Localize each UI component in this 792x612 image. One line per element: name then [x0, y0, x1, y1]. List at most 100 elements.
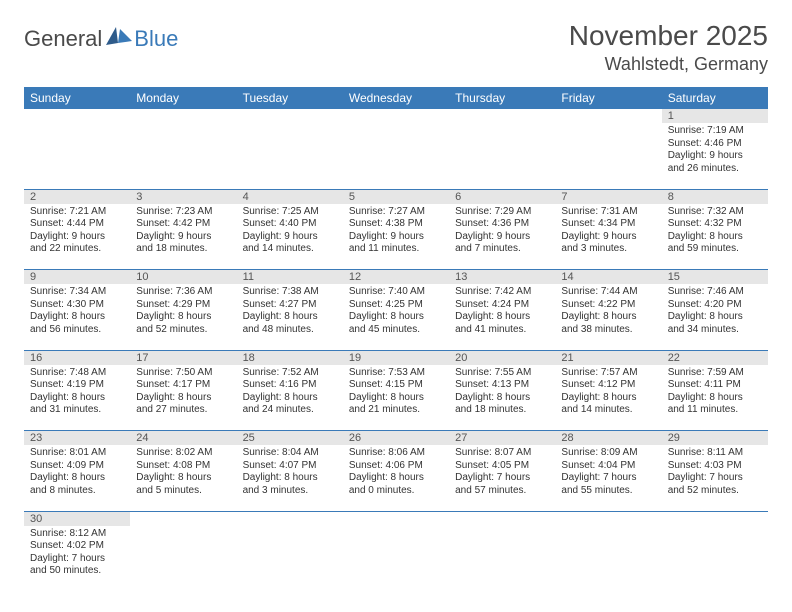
day-number: 21	[555, 350, 661, 365]
day-cell: Sunrise: 7:38 AMSunset: 4:27 PMDaylight:…	[237, 284, 343, 350]
day-info-row: Sunrise: 7:19 AMSunset: 4:46 PMDaylight:…	[24, 123, 768, 189]
day2-line: and 57 minutes.	[455, 485, 549, 498]
day-number: 19	[343, 350, 449, 365]
day-number	[130, 511, 236, 526]
day-number	[237, 511, 343, 526]
day-number: 27	[449, 431, 555, 446]
day-number	[237, 109, 343, 123]
day1-line: Daylight: 8 hours	[455, 392, 549, 405]
day1-line: Daylight: 9 hours	[668, 150, 762, 163]
day-number: 12	[343, 270, 449, 285]
day2-line: and 45 minutes.	[349, 324, 443, 337]
day1-line: Daylight: 8 hours	[561, 311, 655, 324]
rise-line: Sunrise: 7:59 AM	[668, 367, 762, 380]
set-line: Sunset: 4:22 PM	[561, 299, 655, 312]
day-number: 16	[24, 350, 130, 365]
day-cell	[237, 123, 343, 189]
day-number: 17	[130, 350, 236, 365]
day2-line: and 18 minutes.	[136, 243, 230, 256]
day-cell	[343, 123, 449, 189]
day-cell: Sunrise: 8:07 AMSunset: 4:05 PMDaylight:…	[449, 445, 555, 511]
day2-line: and 50 minutes.	[30, 565, 124, 578]
day-info-row: Sunrise: 7:48 AMSunset: 4:19 PMDaylight:…	[24, 365, 768, 431]
day-cell: Sunrise: 7:53 AMSunset: 4:15 PMDaylight:…	[343, 365, 449, 431]
day1-line: Daylight: 8 hours	[349, 311, 443, 324]
rise-line: Sunrise: 7:36 AM	[136, 286, 230, 299]
day1-line: Daylight: 8 hours	[668, 392, 762, 405]
day1-line: Daylight: 8 hours	[136, 311, 230, 324]
day1-line: Daylight: 9 hours	[349, 231, 443, 244]
day2-line: and 48 minutes.	[243, 324, 337, 337]
day-info-row: Sunrise: 8:01 AMSunset: 4:09 PMDaylight:…	[24, 445, 768, 511]
day-number-row: 23242526272829	[24, 431, 768, 446]
set-line: Sunset: 4:38 PM	[349, 218, 443, 231]
day2-line: and 3 minutes.	[243, 485, 337, 498]
set-line: Sunset: 4:17 PM	[136, 379, 230, 392]
day-number: 24	[130, 431, 236, 446]
set-line: Sunset: 4:08 PM	[136, 460, 230, 473]
day1-line: Daylight: 8 hours	[30, 472, 124, 485]
day2-line: and 3 minutes.	[561, 243, 655, 256]
day-number: 1	[662, 109, 768, 123]
day-number: 14	[555, 270, 661, 285]
day2-line: and 31 minutes.	[30, 404, 124, 417]
day-number: 8	[662, 189, 768, 204]
day-info-row: Sunrise: 7:34 AMSunset: 4:30 PMDaylight:…	[24, 284, 768, 350]
set-line: Sunset: 4:07 PM	[243, 460, 337, 473]
day2-line: and 59 minutes.	[668, 243, 762, 256]
day-number: 5	[343, 189, 449, 204]
day2-line: and 52 minutes.	[136, 324, 230, 337]
day-cell: Sunrise: 7:55 AMSunset: 4:13 PMDaylight:…	[449, 365, 555, 431]
day-cell: Sunrise: 7:23 AMSunset: 4:42 PMDaylight:…	[130, 204, 236, 270]
day-cell	[449, 123, 555, 189]
calendar-page: General Blue November 2025 Wahlstedt, Ge…	[0, 0, 792, 612]
day-cell: Sunrise: 7:32 AMSunset: 4:32 PMDaylight:…	[662, 204, 768, 270]
day1-line: Daylight: 8 hours	[136, 392, 230, 405]
day-number: 26	[343, 431, 449, 446]
day1-line: Daylight: 9 hours	[136, 231, 230, 244]
rise-line: Sunrise: 8:11 AM	[668, 447, 762, 460]
day-cell	[662, 526, 768, 592]
day1-line: Daylight: 8 hours	[30, 311, 124, 324]
rise-line: Sunrise: 7:29 AM	[455, 206, 549, 219]
set-line: Sunset: 4:20 PM	[668, 299, 762, 312]
day-number: 4	[237, 189, 343, 204]
rise-line: Sunrise: 8:09 AM	[561, 447, 655, 460]
rise-line: Sunrise: 7:40 AM	[349, 286, 443, 299]
weekday-header: Wednesday	[343, 87, 449, 109]
set-line: Sunset: 4:40 PM	[243, 218, 337, 231]
day1-line: Daylight: 9 hours	[455, 231, 549, 244]
rise-line: Sunrise: 8:01 AM	[30, 447, 124, 460]
day-number	[449, 109, 555, 123]
day-number	[449, 511, 555, 526]
day-number: 9	[24, 270, 130, 285]
day-cell	[130, 123, 236, 189]
day2-line: and 7 minutes.	[455, 243, 549, 256]
day2-line: and 21 minutes.	[349, 404, 443, 417]
day-number	[662, 511, 768, 526]
day2-line: and 55 minutes.	[561, 485, 655, 498]
day1-line: Daylight: 8 hours	[136, 472, 230, 485]
day-cell: Sunrise: 8:01 AMSunset: 4:09 PMDaylight:…	[24, 445, 130, 511]
day-number: 23	[24, 431, 130, 446]
day1-line: Daylight: 9 hours	[561, 231, 655, 244]
rise-line: Sunrise: 7:21 AM	[30, 206, 124, 219]
day2-line: and 34 minutes.	[668, 324, 762, 337]
day-number: 10	[130, 270, 236, 285]
day-number: 29	[662, 431, 768, 446]
rise-line: Sunrise: 7:52 AM	[243, 367, 337, 380]
day-cell: Sunrise: 7:27 AMSunset: 4:38 PMDaylight:…	[343, 204, 449, 270]
weekday-header: Sunday	[24, 87, 130, 109]
day1-line: Daylight: 7 hours	[455, 472, 549, 485]
day-number	[343, 109, 449, 123]
day-cell: Sunrise: 7:40 AMSunset: 4:25 PMDaylight:…	[343, 284, 449, 350]
day-number: 25	[237, 431, 343, 446]
day-cell: Sunrise: 7:57 AMSunset: 4:12 PMDaylight:…	[555, 365, 661, 431]
day-number: 3	[130, 189, 236, 204]
set-line: Sunset: 4:03 PM	[668, 460, 762, 473]
day-number: 2	[24, 189, 130, 204]
day2-line: and 27 minutes.	[136, 404, 230, 417]
day2-line: and 56 minutes.	[30, 324, 124, 337]
rise-line: Sunrise: 7:27 AM	[349, 206, 443, 219]
day-cell	[343, 526, 449, 592]
